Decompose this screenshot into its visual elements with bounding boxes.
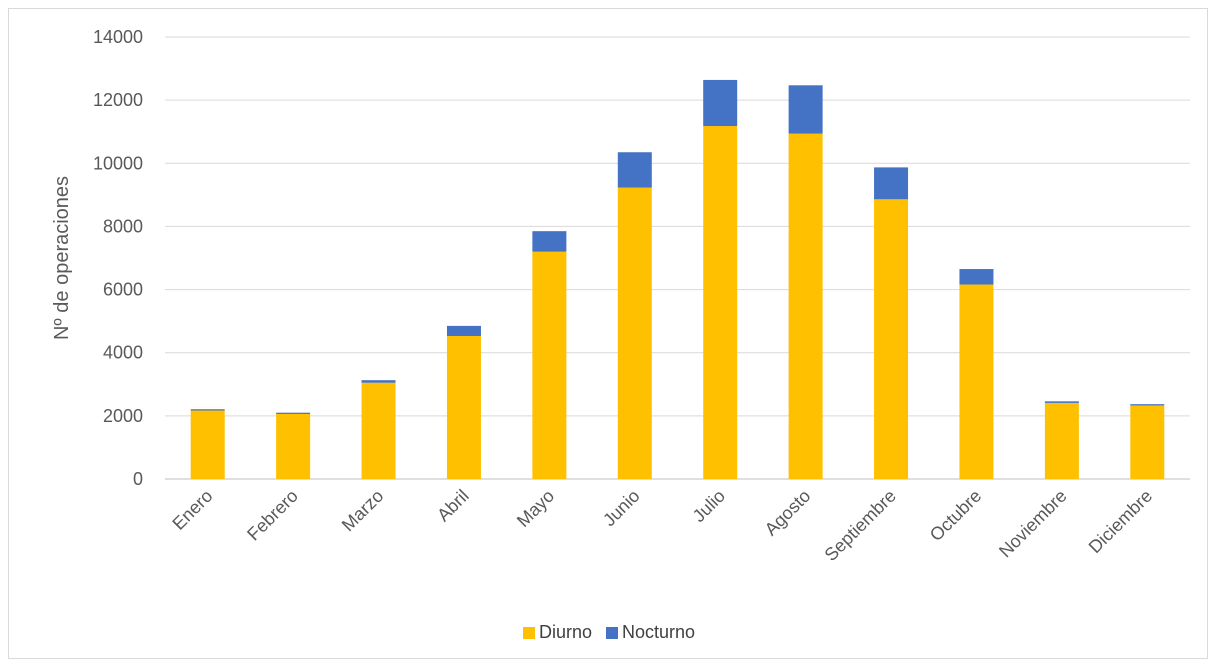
bar-nocturno-enero xyxy=(191,409,225,410)
bar-diurno-junio xyxy=(618,188,652,479)
y-axis-title: Nº de operaciones xyxy=(51,176,73,340)
bar-nocturno-abril xyxy=(447,326,481,336)
bar-diurno-mayo xyxy=(532,252,566,479)
x-tick-label: Agosto xyxy=(761,486,815,540)
bar-diurno-octubre xyxy=(959,285,993,479)
bar-diurno-abril xyxy=(447,336,481,479)
bar-diurno-julio xyxy=(703,126,737,479)
x-tick-label: Mayo xyxy=(513,486,558,531)
legend-item-nocturno: Nocturno xyxy=(606,622,695,643)
bar-nocturno-junio xyxy=(618,152,652,187)
x-tick-label: Marzo xyxy=(338,486,388,536)
legend-label-diurno: Diurno xyxy=(539,622,592,643)
x-tick-label: Julio xyxy=(689,486,729,526)
bars xyxy=(191,80,1165,479)
bar-nocturno-marzo xyxy=(362,380,396,383)
legend: Diurno Nocturno xyxy=(0,622,1218,643)
x-tick-label: Diciembre xyxy=(1085,486,1156,557)
x-tick-label: Septiembre xyxy=(821,486,900,565)
bar-nocturno-septiembre xyxy=(874,167,908,199)
y-tick-label: 4000 xyxy=(103,343,143,363)
bar-diurno-noviembre xyxy=(1045,403,1079,479)
legend-swatch-diurno xyxy=(523,627,535,639)
x-tick-label: Abril xyxy=(433,486,473,526)
legend-label-nocturno: Nocturno xyxy=(622,622,695,643)
y-tick-label: 12000 xyxy=(93,90,143,110)
gridlines xyxy=(165,37,1190,479)
y-tick-labels: 0 2000 4000 6000 8000 10000 12000 14000 xyxy=(93,27,143,489)
x-tick-label: Febrero xyxy=(243,486,302,545)
x-tick-label: Junio xyxy=(599,486,644,531)
x-tick-label: Enero xyxy=(168,486,216,534)
bar-diurno-diciembre xyxy=(1130,405,1164,479)
y-tick-label: 8000 xyxy=(103,216,143,236)
bar-nocturno-agosto xyxy=(789,85,823,133)
bar-diurno-marzo xyxy=(362,383,396,479)
legend-item-diurno: Diurno xyxy=(523,622,592,643)
y-tick-label: 0 xyxy=(133,469,143,489)
x-tick-labels: Enero Febrero Marzo Abril Mayo Junio Julio Agos… xyxy=(168,486,1156,565)
bar-diurno-enero xyxy=(191,410,225,479)
legend-swatch-nocturno xyxy=(606,627,618,639)
bar-nocturno-diciembre xyxy=(1130,404,1164,405)
bar-diurno-agosto xyxy=(789,134,823,479)
y-tick-label: 2000 xyxy=(103,406,143,426)
bar-nocturno-noviembre xyxy=(1045,401,1079,403)
y-tick-label: 6000 xyxy=(103,280,143,300)
y-tick-label: 10000 xyxy=(93,153,143,173)
x-tick-label: Octubre xyxy=(926,486,985,545)
x-tick-label: Noviembre xyxy=(995,486,1071,562)
bar-nocturno-julio xyxy=(703,80,737,126)
bar-diurno-febrero xyxy=(276,414,310,479)
bar-nocturno-febrero xyxy=(276,413,310,414)
bar-diurno-septiembre xyxy=(874,199,908,479)
bar-nocturno-mayo xyxy=(532,231,566,252)
y-tick-label: 14000 xyxy=(93,27,143,47)
bar-nocturno-octubre xyxy=(959,269,993,284)
